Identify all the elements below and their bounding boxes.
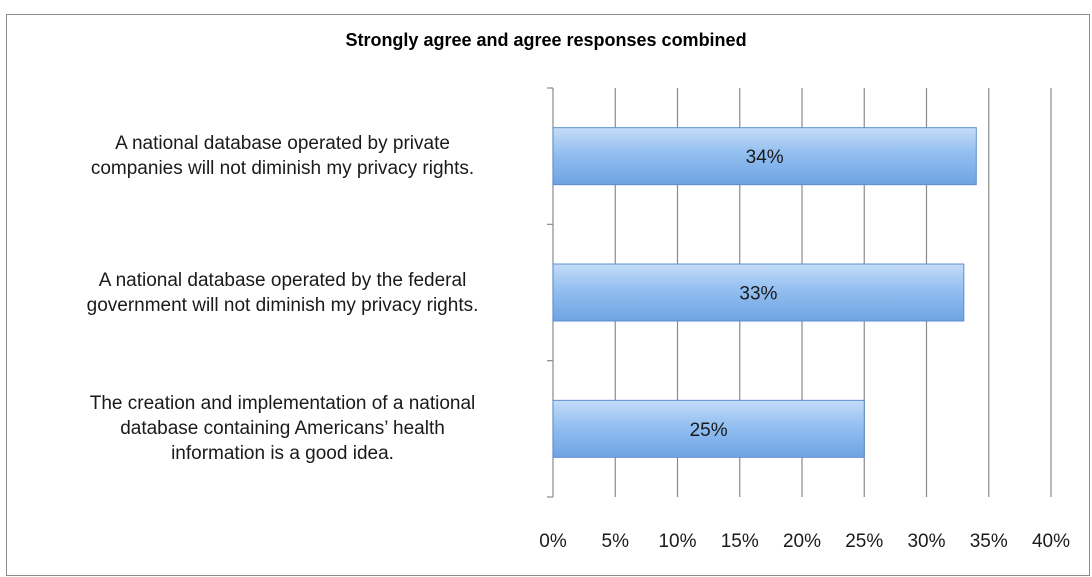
category-label-line: A national database operated by private	[115, 133, 450, 155]
category-label: A national database operated by the fede…	[20, 268, 545, 318]
category-label-line: The creation and implementation of a nat…	[89, 393, 476, 415]
bar-data-label: 25%	[690, 420, 728, 441]
category-label-line: information is a good idea.	[171, 443, 394, 465]
bar-data-label: 33%	[739, 284, 777, 305]
category-label-line: database containing Americans’ health	[120, 418, 445, 440]
category-label: The creation and implementation of a nat…	[20, 391, 545, 466]
category-label: A national database operated by private c…	[20, 131, 545, 181]
x-tick-label: 0%	[539, 531, 567, 552]
x-tick-label: 35%	[970, 531, 1008, 552]
bar	[552, 263, 965, 322]
category-label-line: government will not diminish my privacy …	[86, 294, 479, 316]
x-tick-label: 20%	[783, 531, 821, 552]
category-label-line: companies will not diminish my privacy r…	[90, 158, 475, 180]
x-tick-label: 5%	[602, 531, 630, 552]
x-tick-label: 40%	[1032, 531, 1070, 552]
chart-title: Strongly agree and agree responses combi…	[345, 30, 747, 50]
x-tick-label: 25%	[845, 531, 883, 552]
x-tick-label: 15%	[721, 531, 759, 552]
category-label-line: A national database operated by the fede…	[98, 269, 467, 291]
x-tick-label: 10%	[658, 531, 696, 552]
bar-data-label: 34%	[746, 147, 784, 168]
x-tick-label: 30%	[907, 531, 945, 552]
bar	[552, 399, 865, 458]
bar	[552, 127, 977, 186]
